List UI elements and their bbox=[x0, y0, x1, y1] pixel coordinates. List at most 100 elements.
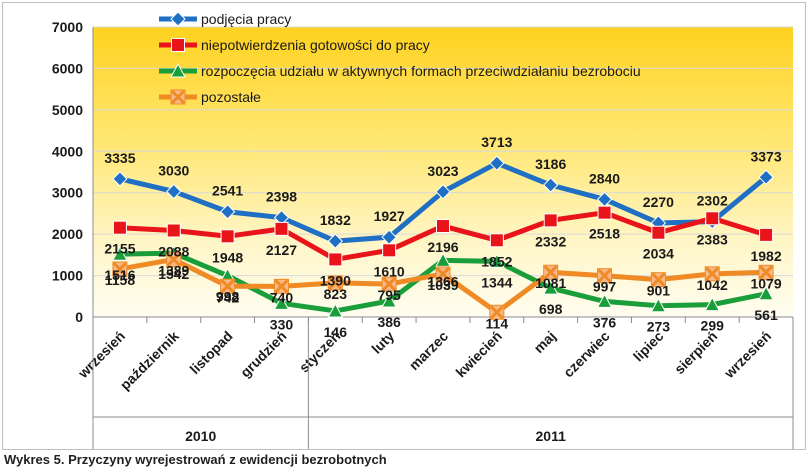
data-point bbox=[112, 246, 128, 261]
data-point bbox=[435, 252, 451, 267]
data-label: 3030 bbox=[158, 162, 189, 178]
data-label: 1542 bbox=[158, 266, 189, 282]
data-point bbox=[650, 297, 667, 313]
data-label: 740 bbox=[270, 289, 294, 305]
x-tick-label: grudzień bbox=[237, 328, 290, 381]
chart-frame: 0 1000 2000 3000 4000 5000 6000 7000 wrzesień pa… bbox=[2, 2, 806, 450]
data-point bbox=[758, 169, 774, 185]
data-point bbox=[112, 261, 128, 277]
year-group-label: 2011 bbox=[536, 428, 567, 444]
figure-caption: Wykres 5. Przyczyny wyrejestrowań z ewid… bbox=[4, 452, 387, 467]
data-point bbox=[489, 304, 505, 320]
data-label: 698 bbox=[539, 301, 563, 317]
data-label: 1610 bbox=[374, 263, 405, 279]
data-point bbox=[171, 38, 185, 52]
x-tick-label: wrzesień bbox=[74, 328, 128, 382]
data-point bbox=[597, 205, 612, 220]
data-point bbox=[328, 252, 343, 267]
year-group-label: 2010 bbox=[185, 428, 216, 444]
data-label: 823 bbox=[324, 286, 348, 302]
data-label: 273 bbox=[647, 319, 671, 335]
data-label: 1948 bbox=[212, 249, 243, 265]
x-tick-label: czerwiec bbox=[560, 328, 613, 381]
y-tick-label: 3000 bbox=[52, 185, 83, 201]
y-tick-label: 0 bbox=[75, 309, 83, 325]
x-tick-label: październik bbox=[117, 328, 182, 393]
data-label: 386 bbox=[377, 314, 401, 330]
data-label: 1079 bbox=[750, 275, 781, 291]
data-label: 2302 bbox=[697, 193, 728, 209]
data-point bbox=[274, 221, 289, 236]
legend-label: niepotwierdzenia gotowości do pracy bbox=[201, 37, 430, 53]
data-point bbox=[170, 62, 186, 78]
marker-cross bbox=[705, 266, 720, 281]
marker-cross bbox=[651, 272, 666, 287]
data-label: 3186 bbox=[535, 156, 566, 172]
data-label: 2541 bbox=[212, 183, 243, 199]
data-point bbox=[327, 275, 343, 291]
data-point bbox=[112, 171, 128, 187]
legend-label: rozpoczęcia udziału w aktywnych formach … bbox=[201, 63, 641, 79]
data-point bbox=[166, 251, 182, 267]
data-label: 376 bbox=[593, 314, 617, 330]
data-label: 998 bbox=[216, 289, 240, 305]
y-tick-label: 4000 bbox=[52, 143, 83, 159]
data-point bbox=[543, 213, 558, 228]
data-point bbox=[381, 276, 397, 292]
legend-label: pozostałe bbox=[201, 89, 261, 105]
x-tick-label: sierpień bbox=[671, 328, 720, 377]
data-label: 742 bbox=[216, 289, 240, 305]
data-label: 1039 bbox=[427, 277, 458, 293]
data-label: 561 bbox=[754, 307, 778, 323]
data-point bbox=[170, 11, 186, 27]
data-label: 2840 bbox=[589, 170, 620, 186]
data-point bbox=[166, 183, 182, 200]
legend-label: podjęcia pracy bbox=[201, 11, 291, 27]
data-point bbox=[758, 264, 774, 280]
marker-cross bbox=[597, 268, 612, 283]
data-point bbox=[542, 280, 559, 295]
x-tick-label: luty bbox=[368, 328, 397, 357]
data-label: 1832 bbox=[320, 212, 351, 228]
data-point bbox=[382, 243, 397, 258]
data-point bbox=[220, 229, 235, 244]
data-label: 795 bbox=[377, 287, 401, 303]
data-point bbox=[650, 272, 666, 288]
data-point bbox=[489, 155, 505, 171]
data-label: 2088 bbox=[158, 243, 189, 259]
data-label: 3335 bbox=[104, 150, 135, 166]
data-point bbox=[273, 295, 290, 310]
data-label: 1389 bbox=[158, 262, 189, 278]
y-tick-label: 2000 bbox=[52, 226, 83, 242]
data-point bbox=[436, 219, 450, 234]
marker-cross bbox=[170, 89, 186, 105]
y-tick-label: 5000 bbox=[52, 102, 83, 118]
data-label: 114 bbox=[486, 315, 509, 331]
data-point bbox=[435, 184, 451, 200]
data-point bbox=[170, 89, 186, 105]
x-tick-label: listopad bbox=[186, 328, 235, 377]
data-point bbox=[597, 268, 613, 284]
data-label: 2127 bbox=[266, 242, 297, 258]
data-label: 2034 bbox=[643, 246, 674, 262]
data-point bbox=[219, 204, 236, 220]
data-point bbox=[651, 225, 666, 240]
marker-cross bbox=[166, 252, 181, 267]
data-label: 2196 bbox=[427, 239, 458, 255]
marker-cross bbox=[543, 265, 558, 280]
data-point bbox=[489, 253, 505, 268]
data-label: 1390 bbox=[320, 272, 351, 288]
data-point bbox=[704, 266, 720, 282]
data-label: 146 bbox=[324, 324, 348, 340]
data-label: 2398 bbox=[266, 189, 297, 205]
data-point bbox=[489, 233, 504, 248]
marker-cross bbox=[112, 261, 127, 277]
marker-cross bbox=[759, 265, 774, 280]
data-point bbox=[759, 227, 774, 242]
y-tick-label: 6000 bbox=[52, 60, 83, 76]
data-label: 2518 bbox=[589, 226, 620, 242]
data-label: 330 bbox=[270, 316, 294, 332]
data-point bbox=[112, 220, 127, 235]
data-label: 3713 bbox=[481, 134, 512, 150]
